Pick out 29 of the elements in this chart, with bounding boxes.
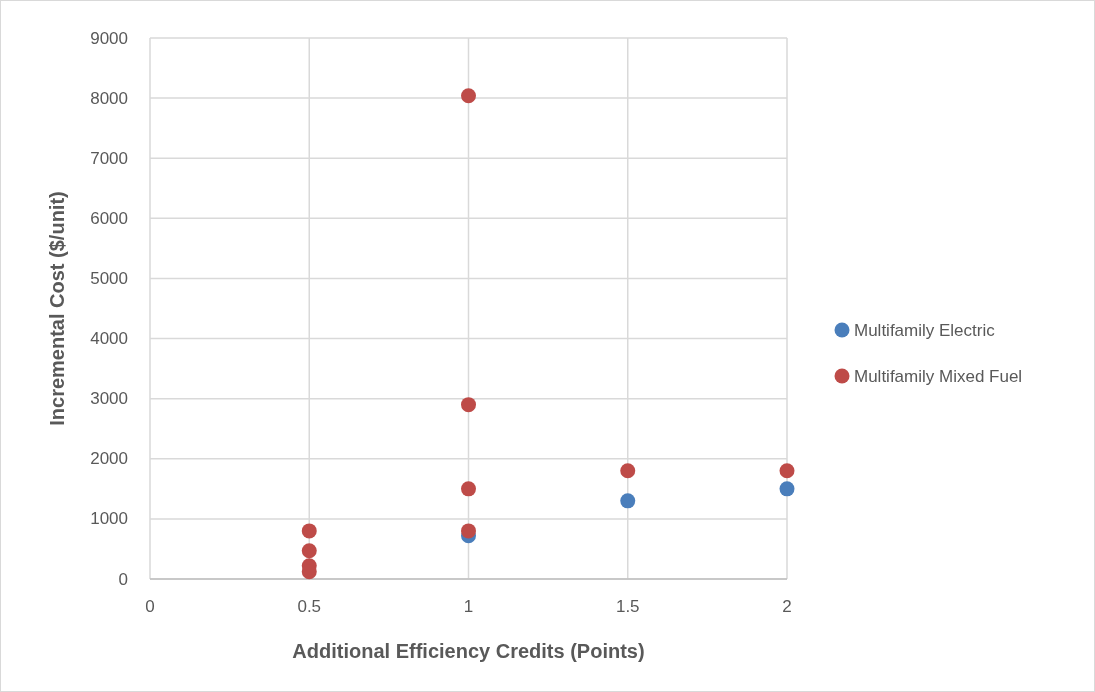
y-tick-label: 6000 xyxy=(90,208,128,228)
point xyxy=(461,481,476,497)
x-tick-label: 1 xyxy=(463,597,474,616)
y-tick-label: 9000 xyxy=(90,28,128,48)
x-axis-title: Additional Efficiency Credits (Points) xyxy=(292,640,645,662)
point xyxy=(461,397,476,413)
x-tick-label: 0.5 xyxy=(297,597,322,616)
y-axis-title: Incremental Cost ($/unit) xyxy=(46,191,68,426)
legend-label: Multifamily Electric xyxy=(854,320,996,340)
y-tick-label: 8000 xyxy=(90,88,128,108)
point xyxy=(461,88,476,104)
point xyxy=(620,463,636,479)
point xyxy=(301,523,317,539)
legend-label: Multifamily Mixed Fuel xyxy=(854,366,1023,386)
point xyxy=(779,463,795,479)
point xyxy=(620,493,636,509)
x-tick-label: 2 xyxy=(782,597,792,616)
y-tick-label: 4000 xyxy=(90,329,128,349)
y-tick-label: 0 xyxy=(118,569,128,589)
y-tick-label: 5000 xyxy=(90,268,128,288)
x-tick-label: 1.5 xyxy=(615,597,640,616)
point xyxy=(301,543,317,559)
point xyxy=(779,481,795,497)
point xyxy=(461,523,476,539)
y-tick-label: 1000 xyxy=(90,509,128,529)
y-tick-label: 3000 xyxy=(90,389,128,409)
x-tick-label: 0 xyxy=(145,597,155,616)
y-tick-label: 2000 xyxy=(90,449,128,469)
y-tick-label: 7000 xyxy=(90,148,128,168)
